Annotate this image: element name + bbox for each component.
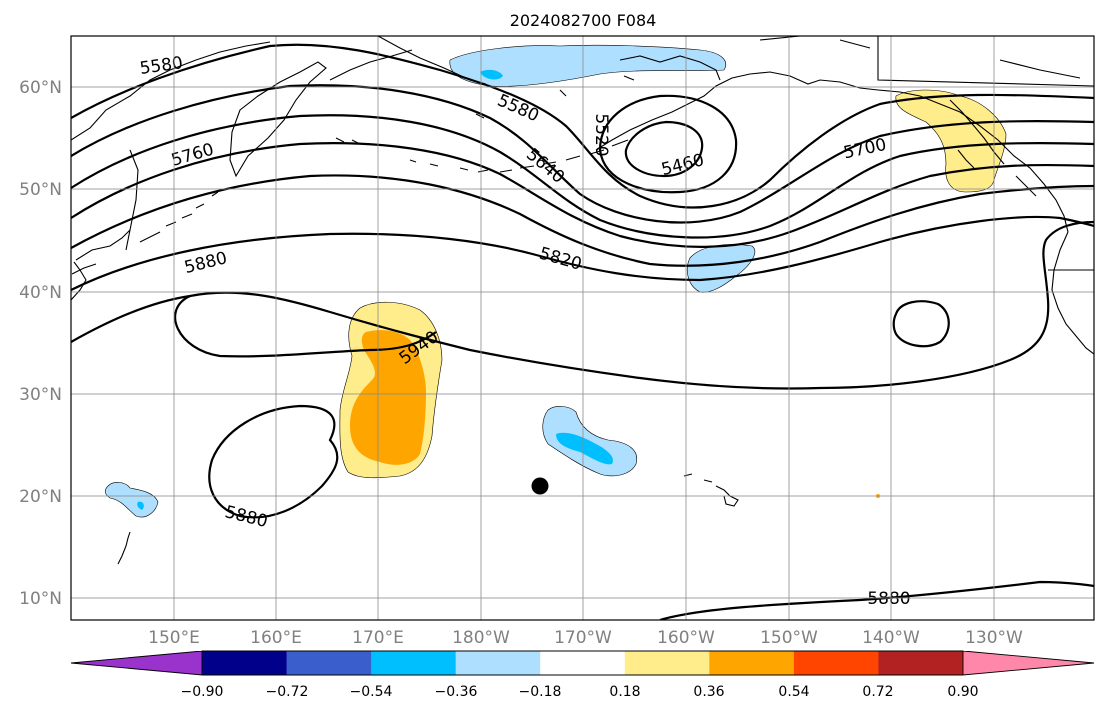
colorbar-ticks: −0.90 −0.72 −0.54 −0.36 −0.18 0.18 0.36 … xyxy=(181,684,979,700)
colorbar-swatch xyxy=(709,651,795,675)
coast-border-canada xyxy=(877,36,1094,87)
colorbar-swatch xyxy=(286,651,372,675)
contour-5460 xyxy=(624,120,704,178)
contour-5700 xyxy=(71,114,1094,239)
colorbar-tick-label: −0.36 xyxy=(435,684,478,700)
coast-land-alaska-interior xyxy=(759,36,1081,79)
contour-5580 xyxy=(71,43,1094,209)
map-frame xyxy=(70,35,1095,621)
contour-label-5880-south: 5880 xyxy=(867,589,910,609)
coast-asia-east xyxy=(71,41,271,141)
contour-5880-outer xyxy=(71,220,1094,390)
lat-label-40n: 40°N xyxy=(19,283,62,303)
lon-label-170w: 170°W xyxy=(554,628,612,648)
colorbar: −0.90 −0.72 −0.54 −0.36 −0.18 0.18 0.36 … xyxy=(70,650,1095,700)
coast-kamchatka xyxy=(229,61,327,178)
coast-korea-china xyxy=(71,261,87,301)
colorbar-tick-label: 0.36 xyxy=(693,684,724,700)
shade-central-pacific-orange xyxy=(350,330,426,465)
location-marker xyxy=(531,477,549,495)
coast-gulf-alaska xyxy=(877,89,1069,233)
colorbar-tick-label: 0.72 xyxy=(862,684,893,700)
lon-label-170e: 170°E xyxy=(352,628,404,648)
colorbar-swatch xyxy=(540,651,626,675)
lat-label-30n: 30°N xyxy=(19,385,62,405)
shade-north-pacific-blue xyxy=(480,69,503,80)
contour-5640 xyxy=(71,84,1094,224)
colorbar-tick-label: 0.18 xyxy=(609,684,640,700)
coast-kuril-islands xyxy=(139,191,219,243)
contour-5940 xyxy=(174,295,437,358)
coast-sakhalin xyxy=(125,149,139,251)
coast-japan xyxy=(71,229,131,275)
lat-label-50n: 50°N xyxy=(19,180,62,200)
coast-alaska-peninsula xyxy=(595,71,879,151)
colorbar-swatch xyxy=(71,651,202,675)
gridlines xyxy=(71,36,1094,620)
colorbar-tick-label: −0.90 xyxy=(181,684,224,700)
lon-label-180w: 180°W xyxy=(452,628,510,648)
colorbar-tick-label: −0.54 xyxy=(350,684,393,700)
lon-label-130w: 130°W xyxy=(965,628,1023,648)
lon-label-140w: 140°W xyxy=(862,628,920,648)
contour-5880-subtropical xyxy=(208,404,339,519)
longitude-labels: 150°E 160°E 170°E 180°W 170°W 160°W 150°… xyxy=(148,628,1023,648)
colorbar-outline xyxy=(70,650,1095,676)
latitude-labels: 60°N 50°N 40°N 30°N 20°N 10°N xyxy=(19,78,62,609)
coast-alaska-north xyxy=(619,55,721,81)
coast-hawaii xyxy=(683,473,739,507)
colorbar-swatch xyxy=(455,651,541,675)
colorbar-swatch xyxy=(963,651,1094,675)
colorbar-tick-label: 0.90 xyxy=(947,684,978,700)
coast-bc-islands xyxy=(949,99,1037,197)
map-panel: 5580 5580 5520 5640 5460 5760 5700 5820 … xyxy=(71,36,1094,620)
colorbar-swatches xyxy=(71,651,1094,675)
lon-label-150e: 150°E xyxy=(148,628,200,648)
height-contours xyxy=(71,43,1094,620)
colorbar-tick-label: −0.72 xyxy=(266,684,309,700)
lat-label-10n: 10°N xyxy=(19,589,62,609)
shade-west-pacific-lightblue xyxy=(104,482,159,518)
lat-label-60n: 60°N xyxy=(19,78,62,98)
coastlines xyxy=(71,36,1094,565)
colorbar-swatch xyxy=(624,651,710,675)
lat-label-20n: 20°N xyxy=(19,487,62,507)
contour-5880-south xyxy=(659,580,1094,620)
coast-marianas xyxy=(117,531,131,565)
lon-label-160e: 160°E xyxy=(250,628,302,648)
contour-5820 xyxy=(71,174,1094,267)
lon-label-150w: 150°W xyxy=(760,628,818,648)
shade-west-pacific-blue xyxy=(137,501,144,510)
coast-chukotka xyxy=(329,49,413,81)
shade-hawaii-blue xyxy=(556,432,614,465)
colorbar-swatch xyxy=(793,651,879,675)
map-title: 2024082700 F084 xyxy=(510,11,657,30)
lon-label-160w: 160°W xyxy=(657,628,715,648)
colorbar-tick-label: 0.54 xyxy=(778,684,809,700)
shade-north-pacific-lightblue xyxy=(449,44,726,87)
colorbar-swatch xyxy=(878,651,964,675)
coast-aleutians xyxy=(335,137,629,173)
contour-5880-main xyxy=(71,215,1094,291)
contour-5880-east-low xyxy=(892,300,950,348)
contour-5760 xyxy=(71,142,1094,248)
colorbar-tick-label: −0.18 xyxy=(519,684,562,700)
colorbar-swatch xyxy=(202,651,288,675)
coast-north-america-west xyxy=(1051,231,1094,355)
colorbar-swatch xyxy=(371,651,457,675)
contour-label-5520: 5520 xyxy=(591,113,611,156)
coast-bering-islands xyxy=(475,75,635,119)
